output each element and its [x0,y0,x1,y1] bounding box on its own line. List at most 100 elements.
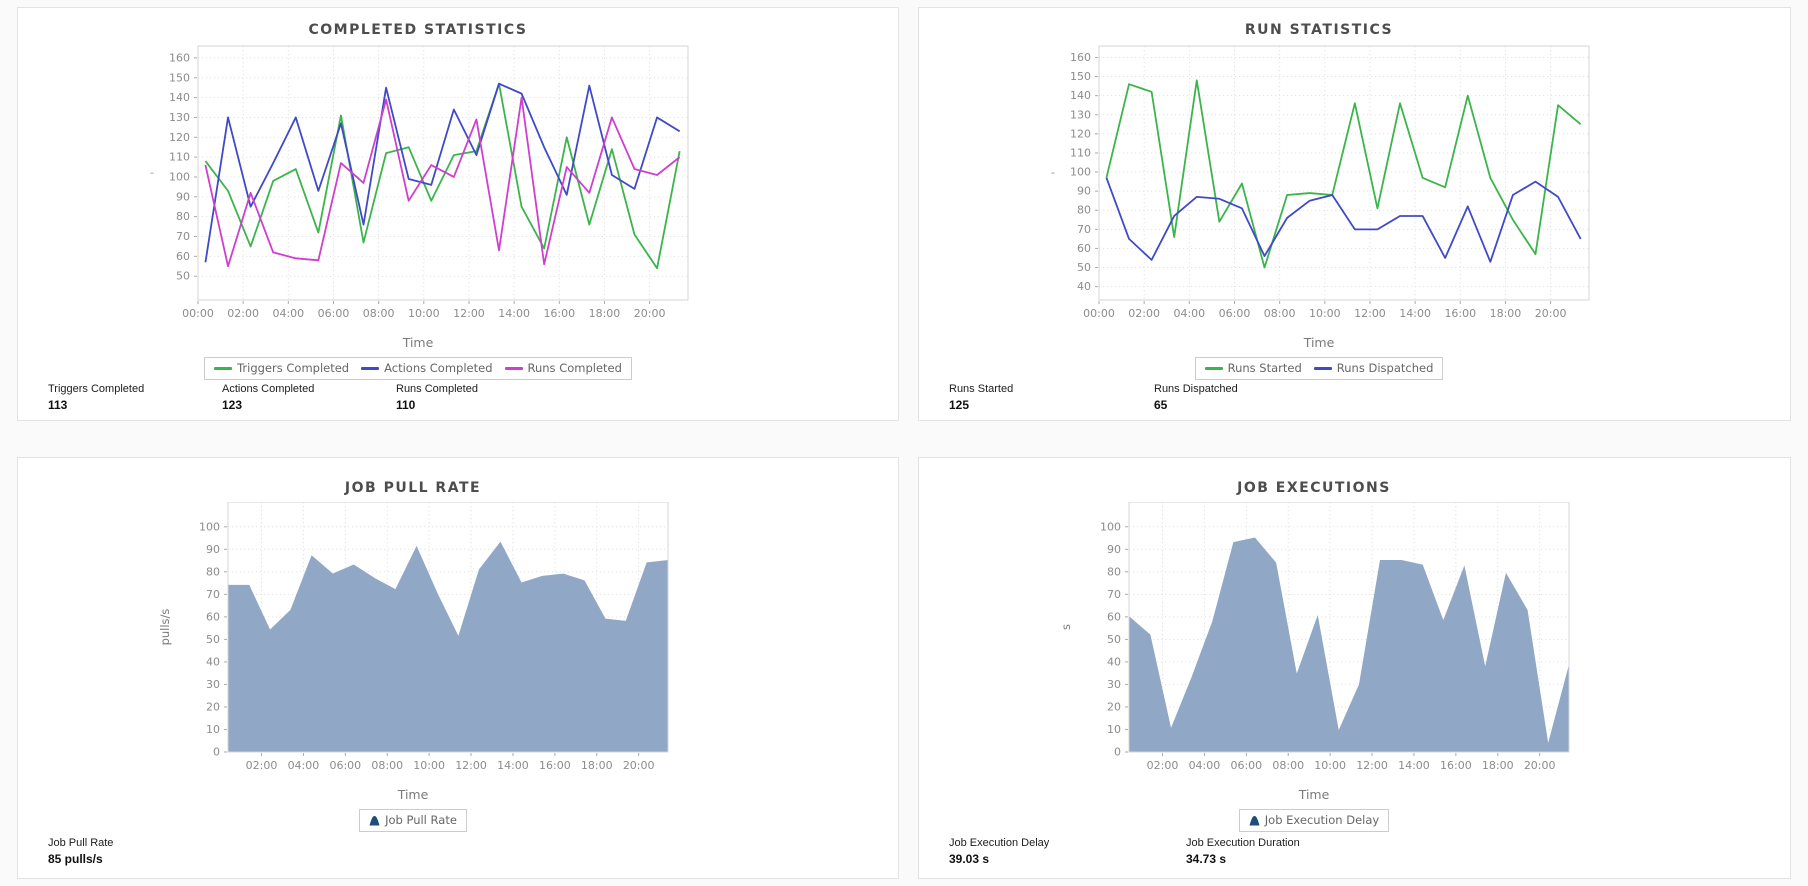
legend-item-runs-dispatched[interactable]: Runs Dispatched [1313,361,1434,375]
legend-line-swatch [504,367,523,370]
panel-run-statistics: RUN STATISTICS 40 50 60 70 80 90 100 110 120 130 1… [918,7,1791,421]
y-tick-label: 60 [206,610,220,623]
y-tick-label: 90 [1077,185,1091,198]
x-tick-label: 04:00 [272,307,304,320]
stat-label: Job Execution Duration [1186,837,1300,849]
y-tick-label: 100 [169,170,190,183]
y-tick-label: 90 [206,543,220,556]
legend-item-job-execution-delay[interactable]: Job Execution Delay [1249,814,1379,827]
x-tick-label: 12:00 [1356,759,1388,772]
y-tick-label: 140 [1070,89,1091,102]
stats-row: Triggers Completed 113 Actions Completed 12… [48,383,570,412]
legend-label: Job Pull Rate [385,813,457,827]
y-tick-label: 160 [169,51,190,64]
completed-statistics-plot: 50 60 70 80 90 100 110 120 130 140 150 160 00:00 02:0… [150,45,689,320]
job-pull-rate-chart[interactable]: 0 10 20 30 40 50 60 70 80 90 100 02:00 04:00 06:00 08:… [153,502,673,786]
x-tick-label: 18:00 [1490,307,1522,320]
y-tick-label: 70 [1077,223,1091,236]
legend-item-runs-completed[interactable]: Runs Completed [504,362,622,375]
chart-block: JOB EXECUTIONS 0 10 20 30 40 50 60 70 80 90 100 02:… [1054,480,1574,832]
legend-line-swatch [214,367,233,370]
y-tick-label: 80 [1107,565,1121,578]
y-tick-label: 130 [169,111,190,124]
y-axis-title: - [1051,166,1055,179]
x-tick-label: 20:00 [634,307,666,320]
x-tick-label: 00:00 [182,307,214,320]
legend-item-job-pull-rate[interactable]: Job Pull Rate [369,814,457,827]
x-tick-label: 14:00 [498,307,530,320]
y-tick-label: 60 [176,250,190,263]
area-swatch-icon [369,815,380,826]
chart-title: JOB EXECUTIONS [1237,480,1391,496]
panel-completed-statistics: COMPLETED STATISTICS 50 60 70 80 90 100 110 120… [17,7,899,421]
x-tick-label: 08:00 [363,307,395,320]
legend-item-actions-completed[interactable]: Actions Completed [361,361,493,375]
x-tick-label: 20:00 [623,759,655,772]
series-runs-completed [204,96,681,268]
x-axis-title: Time [402,335,434,350]
y-tick-label: 160 [1070,51,1091,64]
x-tick-label: 06:00 [1230,759,1262,772]
y-tick-label: 100 [1100,520,1121,533]
series-runs-started [1105,79,1582,269]
x-axis-title: Time [1303,335,1335,350]
x-tick-label: 18:00 [581,759,613,772]
legend-label: Job Execution Delay [1264,813,1380,827]
y-tick-label: 100 [199,520,220,533]
y-tick-label: 150 [1070,70,1091,83]
legend-label: Runs Dispatched [1336,361,1434,375]
x-tick-label: 20:00 [1535,307,1567,320]
y-tick-label: 50 [1077,261,1091,274]
run-statistics-chart[interactable]: 40 50 60 70 80 90 100 110 120 130 140 150 160 00:00 02… [1039,42,1599,334]
series-actions-completed [204,82,681,263]
completed-statistics-chart[interactable]: 50 60 70 80 90 100 110 120 130 140 150 160 00:00 02:0… [138,42,698,334]
x-tick-label: 16:00 [543,307,575,320]
stat-label: Runs Completed [396,383,478,395]
stat-value: 125 [949,398,970,412]
stats-row: Job Pull Rate 85 pulls/s [48,837,253,866]
y-tick-label: 50 [1107,633,1121,646]
y-axis-title: s [1059,624,1073,630]
x-tick-label: 02:00 [1147,759,1179,772]
legend-box: Triggers Completed Actions Completed Runs … [204,357,632,380]
x-tick-label: 14:00 [1399,307,1431,320]
stat-value: 113 [48,398,68,412]
stat-label: Runs Started [949,383,1014,395]
legend-item-triggers-completed[interactable]: Triggers Completed [214,362,349,375]
stat-job-execution-duration: Job Execution Duration 34.73 s [1186,837,1423,866]
legend-line-swatch [361,367,380,370]
y-tick-label: 40 [1107,655,1121,668]
y-tick-label: 90 [176,190,190,203]
legend-box: Runs Started Runs Dispatched [1194,357,1444,380]
run-statistics-plot: 40 50 60 70 80 90 100 110 120 130 140 150 160 00:00 02… [1051,45,1590,320]
stat-runs-dispatched: Runs Dispatched 65 [1154,383,1359,412]
stat-job-pull-rate: Job Pull Rate 85 pulls/s [48,837,253,866]
y-tick-label: 130 [1070,108,1091,121]
chart-title: JOB PULL RATE [344,480,482,496]
x-tick-label: 04:00 [1189,759,1221,772]
stat-label: Runs Dispatched [1154,383,1238,395]
y-tick-label: 60 [1077,242,1091,255]
job-executions-chart[interactable]: 0 10 20 30 40 50 60 70 80 90 100 02:00 04:00 06:00 08:… [1054,502,1574,786]
x-tick-label: 08:00 [1264,307,1296,320]
x-tick-label: 04:00 [1173,307,1205,320]
y-tick-label: 20 [206,700,220,713]
legend-line-swatch [1313,367,1332,370]
panel-job-pull-rate: JOB PULL RATE 0 10 20 30 40 50 60 70 80 90 100 02:0… [17,457,899,879]
stat-runs-completed: Runs Completed 110 [396,383,570,412]
x-tick-label: 12:00 [1354,307,1386,320]
legend-label: Actions Completed [384,361,493,375]
x-tick-label: 18:00 [589,307,621,320]
chart-title: COMPLETED STATISTICS [308,22,528,38]
y-tick-label: 70 [206,588,220,601]
y-tick-label: 80 [1077,204,1091,217]
chart-block: JOB PULL RATE 0 10 20 30 40 50 60 70 80 90 100 02:0… [153,480,673,832]
stat-triggers-completed: Triggers Completed 113 [48,383,222,412]
legend-label: Runs Started [1227,361,1302,375]
x-tick-label: 08:00 [1272,759,1304,772]
x-tick-label: 10:00 [413,759,445,772]
stat-label: Job Pull Rate [48,837,114,849]
y-tick-label: 110 [169,151,190,164]
legend-item-runs-started[interactable]: Runs Started [1204,361,1302,375]
